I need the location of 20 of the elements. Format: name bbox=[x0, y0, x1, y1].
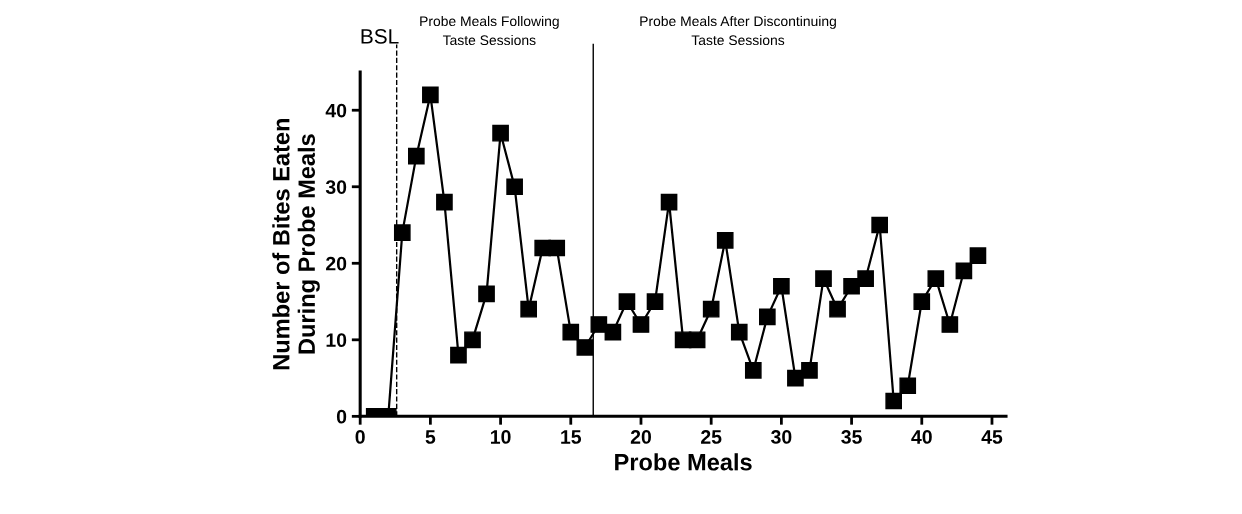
x-tick-label: 35 bbox=[841, 430, 862, 444]
x-tick-label: 45 bbox=[981, 430, 1003, 444]
x-tick-label: 0 bbox=[355, 430, 365, 444]
x-axis-title: Probe Meals bbox=[615, 453, 752, 471]
text: BSL bbox=[361, 28, 399, 44]
x-tick-label: 25 bbox=[701, 430, 722, 444]
y-tick-label: 0 bbox=[336, 409, 347, 424]
x-tick-label: 20 bbox=[630, 430, 651, 444]
y-tick-label: 30 bbox=[325, 180, 347, 195]
x-tick-label: 40 bbox=[911, 430, 932, 444]
y-axis-title: Number of Bites Eaten During Probe Meals bbox=[272, 119, 320, 370]
y-tick-label: 40 bbox=[325, 103, 347, 118]
text: Probe Meals Following Taste Sessions bbox=[420, 15, 559, 46]
x-tick-label: 30 bbox=[771, 430, 792, 444]
x-tick-label: 5 bbox=[425, 430, 436, 444]
x-tick-label: 15 bbox=[561, 430, 582, 444]
y-tick-label: 20 bbox=[326, 256, 347, 271]
text: Probe Meals After Discontinuing Taste Sessions bbox=[640, 15, 836, 46]
y-tick-label: 10 bbox=[326, 333, 347, 348]
x-tick-label: 10 bbox=[490, 430, 511, 444]
